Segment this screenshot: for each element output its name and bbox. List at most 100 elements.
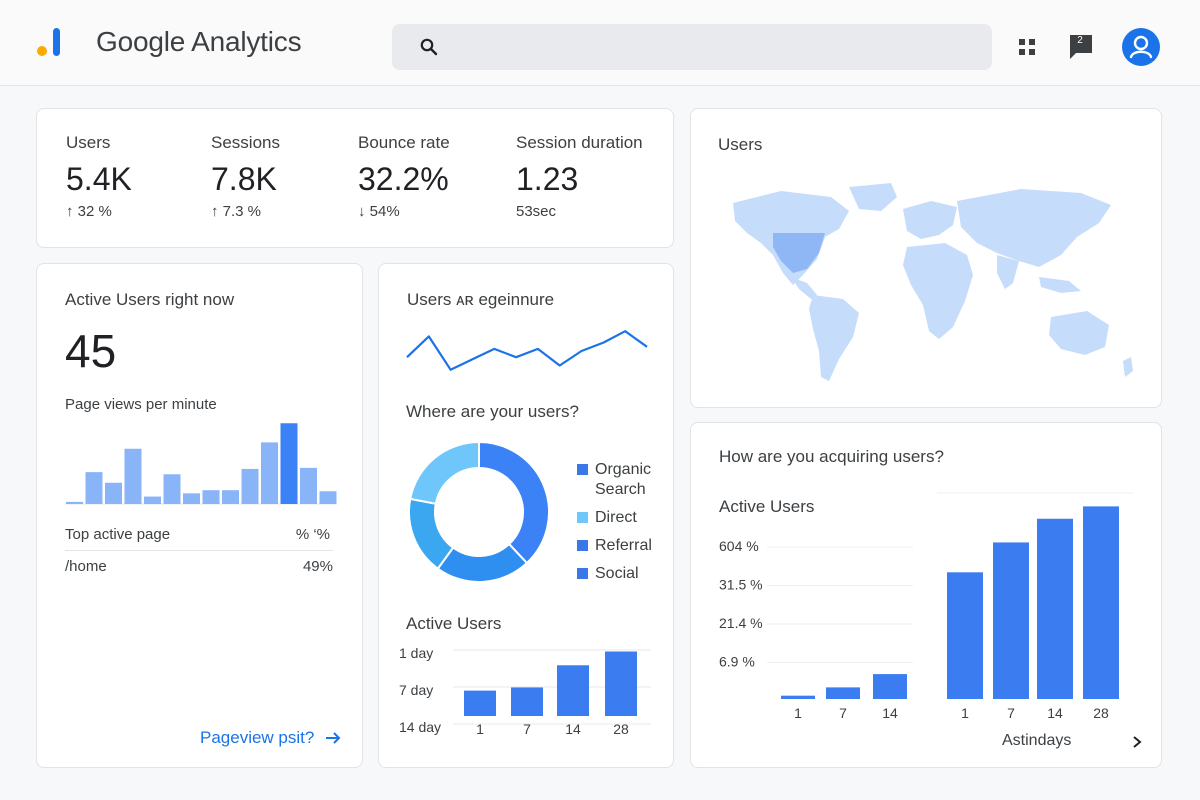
where-title: Where are your users? [406,402,579,421]
pageviews-bar [202,490,220,504]
kpi-label: Session duration [516,133,643,152]
analytics-logo[interactable] [36,26,64,58]
legend-label: Referral [595,537,652,554]
acquire-bar [993,542,1029,699]
kpi-change: ↑ 7.3 % [211,203,262,220]
donut-legend: Organic Search Direct Referral Social [577,460,667,592]
pageviews-bar [280,423,298,504]
x-tick-label: 7 [523,721,531,737]
legend-swatch [577,464,588,475]
active-users-bar-chart: 1 day 7 day 14 day 1 7 14 28 [399,645,651,737]
pageviews-bar [124,448,142,504]
active-users-bar-chart: 1 7 14 28 [937,492,1133,721]
legend-swatch [577,568,588,579]
y-tick-label: 6.9 % [719,654,755,670]
kpi-session-duration[interactable]: Session duration 1.23 53sec [516,109,666,247]
legend-label: Direct [595,509,637,526]
acquire-bar [826,687,860,699]
kpi-bounce-rate[interactable]: Bounce rate 32.2% ↓ 54% [358,109,508,247]
users-line-chart [406,330,648,371]
legend-item[interactable]: Social [577,564,667,584]
pageview-link[interactable]: Pageview psit? [200,728,341,748]
kpi-change: ↓ 54% [358,203,400,220]
search-input[interactable] [448,32,968,62]
table-header-percent: % ‘% [295,526,330,543]
x-tick-label: 14 [882,705,898,721]
acquire-bar [781,695,815,699]
legend-swatch [577,540,588,551]
kpi-sessions[interactable]: Sessions 7.8K ↑ 7.3 % [211,109,361,247]
card-title: Users [718,135,763,154]
active-users-bar [511,687,543,716]
pageviews-bar [66,501,83,504]
page-path: /home [65,558,107,575]
legend-label: Organic Search [595,461,652,498]
search-icon [420,38,438,56]
kpi-value: 1.23 [516,161,579,197]
pageviews-bar [163,474,181,504]
kpi-value: 7.8K [211,161,277,197]
x-tick-label: 28 [1093,705,1109,721]
donut-slice [408,497,455,571]
y-tick-label: 1 day [399,645,433,661]
x-tick-label: 7 [839,705,847,721]
table-header-page: Top active page [65,526,171,543]
kpi-value: 32.2% [358,161,449,197]
apps-grid-icon[interactable] [1016,36,1038,58]
donut-slice [478,440,550,565]
x-axis-label: Astindays [1002,732,1072,749]
pageviews-bar [261,442,278,504]
y-tick-label: 31.5 % [719,577,763,593]
kpi-card: Users 5.4K ↑ 32 % Sessions 7.8K ↑ 7.3 % … [36,108,674,248]
x-tick-label: 14 [1047,705,1063,721]
pageviews-bar [300,467,317,504]
y-tick-label: 14 day [399,719,441,735]
search-bar[interactable] [392,24,992,70]
pageview-link-label: Pageview psit? [200,728,315,747]
y-tick-label: 604 % [719,538,759,554]
x-tick-label: 1 [961,705,969,721]
app-title: Google Analytics [96,26,302,57]
kpi-label: Sessions [211,133,280,152]
table-row[interactable]: /home 49% [65,558,333,584]
notifications-button[interactable]: 2 [1068,33,1096,61]
account-icon [1129,35,1153,59]
chevron-right-icon[interactable] [1131,735,1143,749]
pageviews-bar [85,472,103,504]
active-users-bar [557,665,589,716]
x-tick-label: 1 [476,721,484,737]
pageviews-bar [241,468,259,504]
legend-item[interactable]: Direct [577,508,667,528]
x-tick-label: 7 [1007,705,1015,721]
chart-subtitle: Active Users [719,497,815,516]
kpi-users[interactable]: Users 5.4K ↑ 32 % [66,109,216,247]
x-tick-label: 1 [794,705,802,721]
users-donut-chart [408,440,550,583]
legend-item[interactable]: Referral [577,536,667,556]
users-map-card: Users [690,108,1162,408]
acquire-bar [873,674,907,699]
kpi-label: Bounce rate [358,133,450,152]
account-avatar[interactable] [1122,28,1160,66]
active-users-count: 45 [65,325,117,377]
users-line [406,330,648,371]
kpi-value: 5.4K [66,161,132,197]
active-users-bar [464,690,496,716]
legend-item[interactable]: Organic Search [577,460,667,500]
table-divider [65,550,333,551]
world-map [733,183,1133,381]
acquire-bar [947,572,983,699]
pageviews-bar [319,491,337,504]
kpi-change: ↑ 32 % [66,203,112,220]
active-now-card: Active Users right now 45 Page views per… [36,263,363,768]
pageviews-bar [183,493,200,504]
card-title: Active Users right now [65,290,235,309]
donut-slice [409,440,480,505]
pageviews-bar [144,496,161,504]
chart-subtitle: Page views per minute [65,396,217,413]
acquiring-users-card: How are you acquiring users? Active User… [690,422,1162,768]
notification-count: 2 [1077,35,1083,46]
acquire-bar [1083,506,1119,699]
x-tick-label: 14 [565,721,581,737]
feedback-icon [1070,35,1092,59]
